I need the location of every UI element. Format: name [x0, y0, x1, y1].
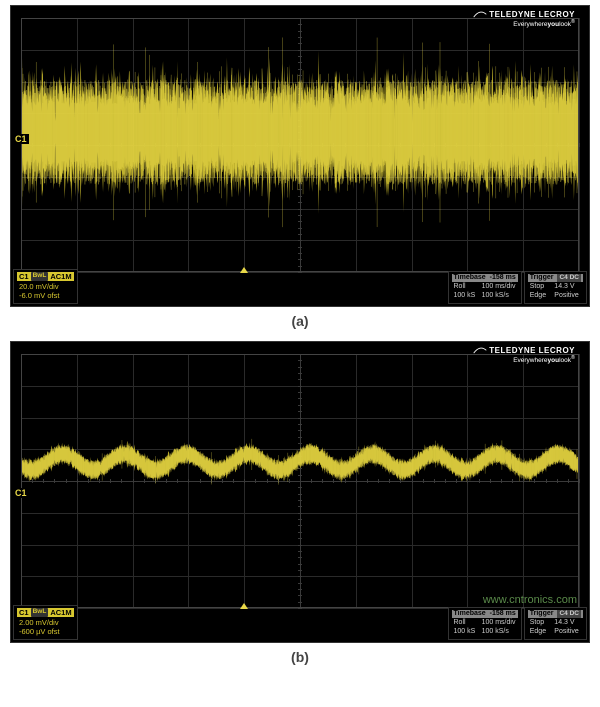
trigger-state: Stop [530, 283, 549, 291]
vertical-offset: -600 µV ofst [19, 627, 72, 636]
trigger-source-badge: C4 DC [557, 274, 581, 282]
channel-marker: C1 [13, 488, 29, 498]
timebase-readout: Timebase -158 ms Roll 100 ms/div 100 kS … [448, 271, 522, 304]
trigger-readout: Trigger C4 DC Stop 14.3 V Edge Positive [524, 607, 587, 640]
bandwidth-limit-badge: BwL [31, 608, 49, 617]
channel-readout: C1 BwL AC1M 2.00 mV/div -600 µV ofst [13, 605, 78, 640]
trigger-readout: Trigger C4 DC Stop 14.3 V Edge Positive [524, 271, 587, 304]
bandwidth-limit-badge: BwL [31, 272, 49, 281]
coupling-label: AC1M [50, 608, 71, 617]
brand-tagline: Everywhereyoulook® [473, 356, 575, 364]
brand-logo: TELEDYNE LECROY Everywhereyoulook® [473, 346, 575, 364]
coupling-label: AC1M [50, 272, 71, 281]
subfigure-caption-a: (a) [10, 313, 590, 329]
vertical-offset: -6.0 mV ofst [19, 291, 72, 300]
vertical-scale: 20.0 mV/div [19, 282, 72, 291]
brand-logo: TELEDYNE LECROY Everywhereyoulook® [473, 10, 575, 28]
oscilloscope-screenshot-a: TELEDYNE LECROY Everywhereyoulook® C1 C1… [10, 5, 590, 307]
channel-id: C1 [19, 608, 29, 617]
trigger-type: Edge [530, 628, 549, 636]
acq-mode: Roll [454, 283, 476, 291]
trigger-slope: Positive [554, 628, 581, 636]
channel-id: C1 [19, 272, 29, 281]
trigger-state: Stop [530, 619, 549, 627]
timebase-position: -158 ms [490, 274, 516, 282]
vertical-scale: 2.00 mV/div [19, 618, 72, 627]
trigger-position-marker [240, 603, 248, 609]
sample-rate: 100 kS/s [482, 628, 516, 636]
timebase-title: Timebase [454, 610, 486, 618]
trigger-slope: Positive [554, 292, 581, 300]
subfigure-caption-b: (b) [10, 649, 590, 665]
timebase-title: Timebase [454, 274, 486, 282]
timebase-readout: Timebase -158 ms Roll 100 ms/div 100 kS … [448, 607, 522, 640]
record-length: 100 kS [454, 628, 476, 636]
readout-strip: C1 BwL AC1M 20.0 mV/div -6.0 mV ofst Tim… [11, 274, 589, 306]
trigger-title: Trigger [530, 274, 554, 282]
trigger-type: Edge [530, 292, 549, 300]
timebase-position: -158 ms [490, 610, 516, 618]
brand-tagline: Everywhereyoulook® [473, 20, 575, 28]
acq-mode: Roll [454, 619, 476, 627]
waveform-trace [21, 18, 579, 272]
oscilloscope-screenshot-b: TELEDYNE LECROY Everywhereyoulook® C1 C1… [10, 341, 590, 643]
trigger-position-marker [240, 267, 248, 273]
channel-readout: C1 BwL AC1M 20.0 mV/div -6.0 mV ofst [13, 269, 78, 304]
trigger-level: 14.3 V [554, 283, 581, 291]
readout-strip: C1 BwL AC1M 2.00 mV/div -600 µV ofst Tim… [11, 610, 589, 642]
trigger-level: 14.3 V [554, 619, 581, 627]
time-per-div: 100 ms/div [482, 619, 516, 627]
record-length: 100 kS [454, 292, 476, 300]
brand-name: TELEDYNE LECROY [489, 346, 575, 355]
waveform-trace [21, 354, 579, 608]
trigger-source-badge: C4 DC [557, 610, 581, 618]
time-per-div: 100 ms/div [482, 283, 516, 291]
trigger-title: Trigger [530, 610, 554, 618]
brand-name: TELEDYNE LECROY [489, 10, 575, 19]
channel-marker: C1 [13, 134, 29, 144]
sample-rate: 100 kS/s [482, 292, 516, 300]
